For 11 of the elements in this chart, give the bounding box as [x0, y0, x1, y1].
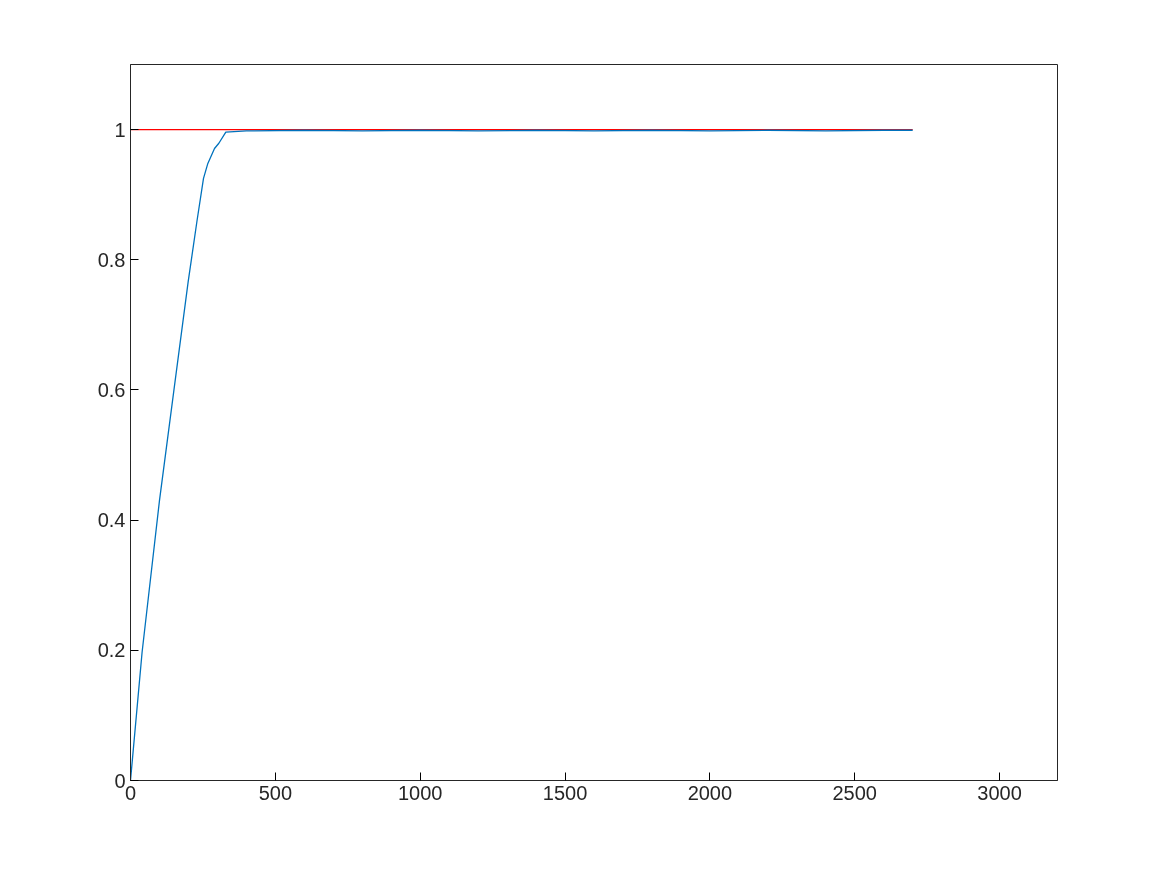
y-tick-label: 1 — [114, 118, 126, 141]
x-tick-label: 2500 — [832, 781, 877, 804]
x-tick-label: 500 — [258, 781, 293, 804]
x-tick-label: 1000 — [397, 781, 443, 804]
y-tick-label: 0.2 — [97, 639, 126, 662]
y-tick-label: 0.6 — [97, 378, 126, 401]
x-tick-label: 1500 — [542, 781, 588, 804]
x-tick-label: 3000 — [977, 781, 1022, 804]
y-tick-label: 0.4 — [97, 509, 126, 532]
y-tick-label: 0.8 — [97, 248, 126, 271]
x-tick-label: 2000 — [687, 781, 733, 804]
